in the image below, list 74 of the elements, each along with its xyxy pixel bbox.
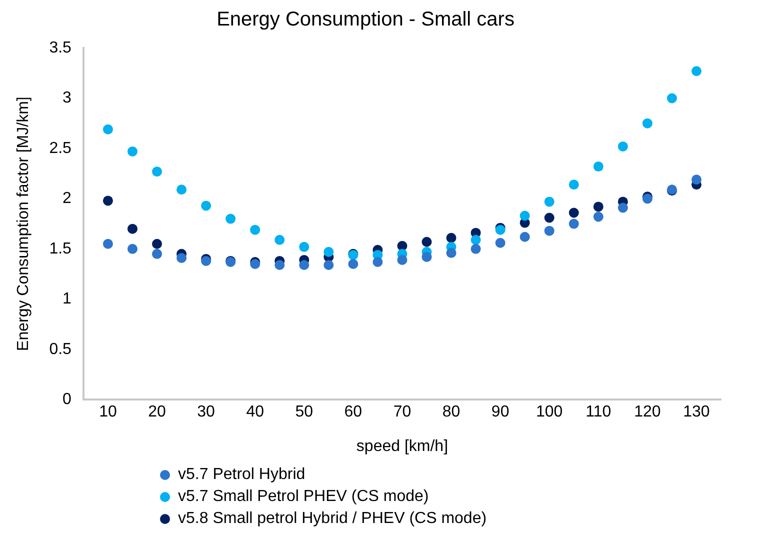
point <box>495 238 506 248</box>
point <box>618 202 628 213</box>
point <box>102 238 113 249</box>
point <box>666 93 677 104</box>
chart-title: Energy Consumption - Small cars <box>216 8 514 31</box>
x-axis-title: speed [km/h] <box>356 438 448 455</box>
point <box>324 246 334 257</box>
x-tick-label: 80 <box>442 404 460 421</box>
y-tick-label: 1 <box>62 290 72 308</box>
point <box>568 218 579 229</box>
x-tick-label: 100 <box>536 404 563 421</box>
x-tick-label: 120 <box>634 404 661 421</box>
x-tick-label: 60 <box>344 404 362 421</box>
point <box>102 196 113 206</box>
point <box>470 234 481 245</box>
point <box>470 244 481 254</box>
point <box>593 202 604 212</box>
point <box>568 208 579 218</box>
y-tick-label: 0 <box>62 391 72 408</box>
point <box>348 258 358 269</box>
point <box>593 162 604 172</box>
point <box>520 232 530 242</box>
x-tick-label: 90 <box>491 404 510 421</box>
y-tick-label: 0.5 <box>49 340 72 358</box>
legend-label: v5.7 Petrol Hybrid <box>178 465 306 485</box>
y-axis-title: Energy Consumption factor [MJ/km] <box>15 96 32 351</box>
point <box>299 260 310 270</box>
point <box>422 236 432 247</box>
point <box>593 212 604 222</box>
point <box>397 254 408 265</box>
point <box>299 242 310 252</box>
point <box>446 232 456 243</box>
point <box>446 248 456 258</box>
point <box>274 260 285 270</box>
y-tick-label: 2.5 <box>49 140 72 157</box>
x-tick-label: 40 <box>246 404 264 421</box>
x-tick-label: 70 <box>393 404 412 421</box>
y-tick-label: 1.5 <box>49 240 72 258</box>
point <box>127 224 138 234</box>
point <box>372 256 383 267</box>
legend-label: v5.7 Small Petrol PHEV (CS mode) <box>178 487 429 507</box>
legend-label: v5.8 Small petrol Hybrid / PHEV (CS mode) <box>178 509 487 529</box>
x-tick-label: 50 <box>295 404 314 421</box>
y-tick-label: 2 <box>62 190 72 208</box>
x-tick-label: 30 <box>197 404 216 421</box>
x-tick-label: 10 <box>99 404 117 421</box>
point <box>274 234 285 245</box>
point <box>324 260 334 270</box>
point <box>568 180 579 190</box>
point <box>544 226 554 236</box>
point <box>102 124 113 134</box>
point <box>127 244 138 254</box>
point <box>152 248 162 259</box>
y-tick-label: 3.5 <box>49 39 72 56</box>
point <box>544 212 554 223</box>
x-tick-label: 20 <box>148 404 166 421</box>
y-tick-label: 3 <box>62 90 72 107</box>
x-tick-label: 110 <box>586 404 612 421</box>
point <box>176 252 187 263</box>
point <box>544 196 554 207</box>
point <box>226 214 236 224</box>
point <box>176 184 187 195</box>
point <box>642 118 652 128</box>
x-tick-label: 130 <box>683 404 710 421</box>
point <box>127 146 138 156</box>
point <box>618 141 628 152</box>
point <box>201 200 212 211</box>
point <box>520 210 530 221</box>
point <box>691 174 702 185</box>
point <box>422 252 432 262</box>
point <box>250 224 260 235</box>
point <box>152 166 162 177</box>
point <box>152 238 162 249</box>
point <box>691 66 702 76</box>
